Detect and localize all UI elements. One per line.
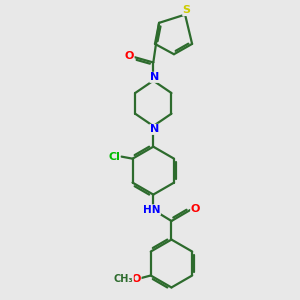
Text: N: N — [150, 72, 159, 82]
Text: CH₃: CH₃ — [114, 274, 133, 284]
Text: O: O — [125, 51, 134, 61]
Text: HN: HN — [143, 205, 160, 215]
Text: O: O — [132, 274, 141, 284]
Text: O: O — [191, 204, 200, 214]
Text: S: S — [183, 5, 191, 16]
Text: Cl: Cl — [108, 152, 120, 162]
Text: N: N — [150, 124, 159, 134]
